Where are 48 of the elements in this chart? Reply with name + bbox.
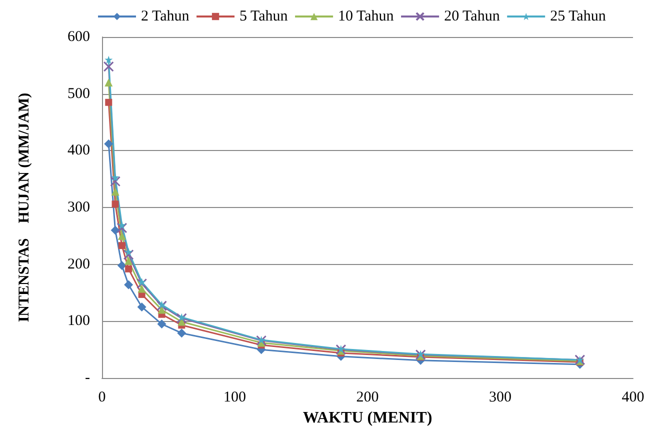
- y-tick-label: 500: [68, 86, 90, 102]
- point: [158, 300, 166, 309]
- point: [118, 242, 126, 250]
- point: [110, 176, 121, 187]
- legend-label: 5 Tahun: [240, 8, 288, 24]
- point: [125, 265, 132, 272]
- legend-label: 10 Tahun: [338, 8, 394, 24]
- point: [104, 139, 114, 148]
- y-axis-title: INTENSTAS HUJAN (MM/JAM): [16, 92, 32, 322]
- y-tick-label: 400: [68, 142, 90, 159]
- point: [124, 280, 134, 290]
- x-tick-label: 400: [622, 390, 644, 406]
- point: [138, 284, 146, 293]
- point: [110, 226, 120, 235]
- point: [124, 256, 133, 265]
- legend-label: 25 Tahun: [550, 8, 606, 24]
- point: [123, 249, 134, 260]
- y-tick-label: 300: [68, 200, 90, 216]
- point: [157, 320, 166, 329]
- y-tick-label: 200: [68, 256, 90, 272]
- x-tick-label: 200: [356, 390, 379, 406]
- point: [103, 61, 114, 72]
- y-tick-label: 600: [68, 29, 90, 45]
- point: [118, 232, 126, 240]
- point: [178, 313, 186, 322]
- point: [137, 302, 146, 312]
- legend-label: 2 Tahun: [141, 8, 190, 24]
- point: [118, 221, 126, 230]
- point: [112, 200, 119, 208]
- x-tick-label: 100: [224, 390, 246, 406]
- point: [176, 313, 187, 324]
- x-tick-label: 300: [489, 390, 512, 406]
- point: [104, 56, 113, 64]
- y-tick-label: -: [85, 370, 90, 386]
- point: [104, 78, 113, 86]
- y-tick-label: 100: [68, 313, 90, 330]
- point: [177, 328, 186, 338]
- point: [136, 278, 148, 289]
- legend-label: 20 Tahun: [444, 8, 500, 24]
- point: [117, 260, 126, 270]
- point: [156, 300, 167, 312]
- x-tick-label: 0: [98, 390, 106, 406]
- point: [124, 248, 133, 256]
- x-axis-title: WAKTU (MENIT): [302, 409, 432, 426]
- point: [138, 278, 146, 286]
- point: [105, 98, 112, 106]
- point: [116, 222, 128, 234]
- point: [111, 188, 120, 196]
